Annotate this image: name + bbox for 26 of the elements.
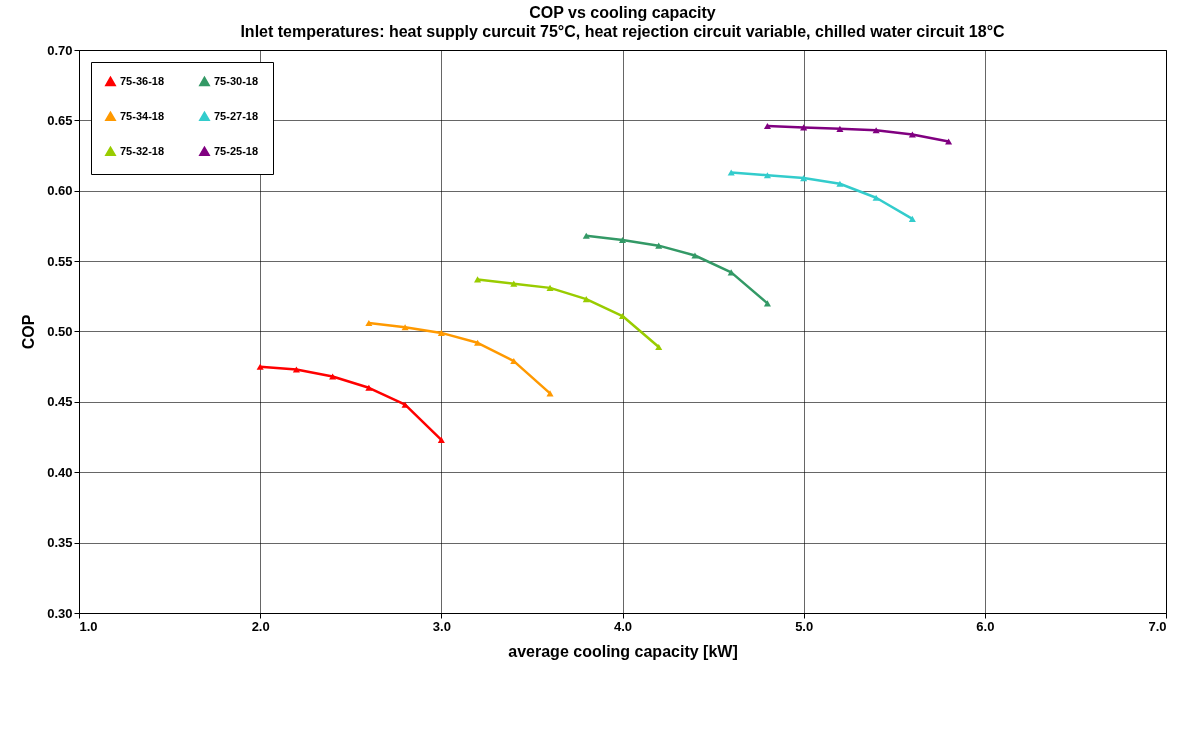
y-tick-label: 0.55 (47, 253, 73, 269)
x-tick-label: 1.0 (79, 618, 98, 634)
legend-label: 75-32-18 (120, 144, 165, 157)
legend-label: 75-30-18 (214, 74, 259, 87)
y-tick-label: 0.60 (47, 183, 73, 199)
y-tick-label: 0.30 (47, 605, 73, 621)
legend-label: 75-34-18 (120, 109, 165, 122)
x-tick-label: 5.0 (795, 618, 814, 634)
y-tick-label: 0.50 (47, 324, 73, 339)
y-axis-title: COP (20, 314, 38, 350)
y-tick-label: 0.70 (47, 42, 73, 58)
y-tick-label: 0.35 (47, 535, 73, 551)
chart-title: COP vs cooling capacity (529, 4, 716, 21)
legend-label: 75-25-18 (214, 144, 259, 157)
y-tick-label: 0.40 (47, 464, 73, 480)
x-tick-label: 3.0 (432, 618, 451, 634)
x-tick-label: 4.0 (613, 618, 633, 634)
chart-subtitle: Inlet temperatures: heat supply curcuit 75°C, heat rejection circuit variable, chilled water circuit 18°C (240, 23, 1006, 40)
x-tick-label: 7.0 (1148, 618, 1167, 634)
x-tick-label: 6.0 (976, 618, 995, 634)
x-tick-label: 2.0 (251, 618, 270, 634)
x-axis-title: average cooling capacity [kW] (508, 642, 738, 660)
legend-label: 75-36-18 (120, 74, 165, 87)
y-tick-label: 0.45 (47, 394, 73, 410)
legend-label: 75-27-18 (214, 109, 259, 122)
y-tick-label: 0.65 (47, 112, 73, 128)
